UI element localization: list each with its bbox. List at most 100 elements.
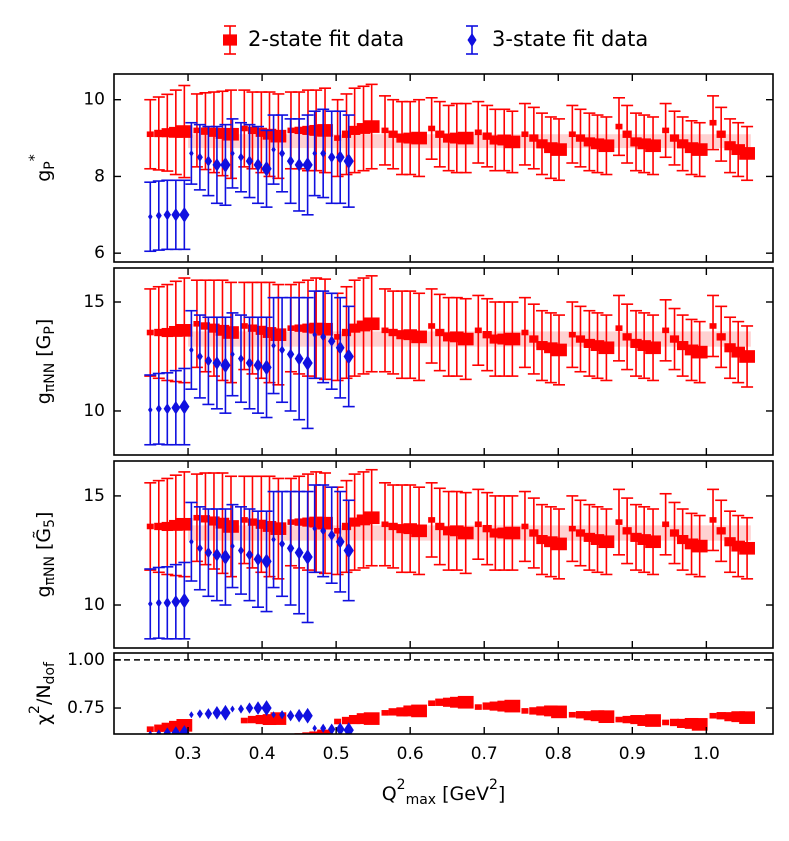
marker-square [302,732,314,734]
marker-square [676,139,689,149]
marker-diamond [279,148,286,159]
marker-square [575,711,586,719]
marker-diamond [286,155,295,167]
marker-diamond [237,152,244,162]
marker-square [637,715,651,726]
x-tick-label: 0.3 [175,744,202,764]
marker-square [348,125,361,135]
marker-diamond [302,355,313,371]
marker-square [676,341,689,351]
marker-diamond [302,707,313,724]
marker-diamond [163,597,172,609]
marker-square [223,733,239,734]
marker-diamond [271,342,276,350]
marker-diamond [204,355,213,367]
marker-square [709,119,717,126]
marker-square [348,517,361,527]
marker-square [615,519,623,525]
marker-square [262,714,277,726]
plot-area [144,83,755,253]
x-axis-label-part: [GeV [436,783,489,805]
y-axis-label: gP* [27,154,58,182]
marker-square [739,350,755,363]
marker-square [529,335,539,343]
marker-square [551,537,567,551]
marker-diamond [163,209,172,221]
marker-square [146,131,154,138]
marker-square [428,517,436,523]
marker-square [637,340,651,352]
marker-square [396,133,408,143]
marker-square [435,130,445,138]
marker-square [193,514,201,521]
y-axis-label-part: P [42,326,58,334]
marker-diamond [294,158,304,172]
marker-square [348,715,361,725]
y-axis-label: χ2/Ndof [27,661,58,725]
marker-square [662,327,670,334]
marker-square [255,715,268,725]
marker-square [709,517,717,523]
marker-square [590,534,605,545]
y-tick-label: 15 [83,292,105,312]
marker-square [590,710,605,722]
marker-square [240,125,248,132]
x-axis-label-part: Q [382,783,397,805]
marker-square [716,527,726,535]
y-axis-label-part: ] [33,512,55,519]
marker-square [724,712,736,722]
marker-square [255,519,268,529]
marker-square [544,342,558,354]
marker-square [215,517,230,529]
marker-square [161,722,174,732]
marker-diamond [204,155,213,167]
marker-diamond [212,158,222,172]
marker-square [691,539,708,553]
marker-square [662,127,670,134]
marker-diamond [343,153,354,169]
y-axis-label-part: g [33,170,55,182]
marker-square [215,324,230,336]
marker-square [615,325,623,331]
marker-diamond [212,706,222,720]
marker-square [154,129,164,138]
marker-square [739,541,755,555]
marker-square [474,327,482,334]
marker-diamond [261,160,272,177]
x-tick-label: 0.8 [545,744,572,764]
marker-square [169,519,183,531]
marker-diamond [312,724,317,732]
marker-square [356,123,371,134]
marker-diamond [230,542,235,550]
marker-square [255,127,268,137]
marker-square [200,322,211,330]
marker-diamond [467,33,477,47]
marker-square [489,135,502,145]
marker-diamond [312,525,317,533]
marker-diamond [294,708,304,723]
marker-square [583,137,596,147]
marker-square [739,711,755,724]
marker-square [240,323,248,329]
marker-square [551,343,567,357]
marker-square [200,127,211,135]
marker-diamond [171,594,181,609]
marker-diamond [271,146,276,154]
marker-square [146,329,154,336]
marker-square [356,713,371,725]
marker-square [154,328,164,337]
marker-square [497,333,512,345]
marker-square [363,511,380,525]
y-tick-label: 0.75 [67,698,105,718]
marker-diamond [320,332,327,342]
marker-diamond [204,546,213,559]
marker-square [529,529,539,537]
y-tick-label: 10 [83,90,105,110]
marker-diamond [196,543,203,553]
marker-square [388,328,398,337]
marker-square [201,737,210,744]
marker-square [255,325,268,335]
marker-diamond [343,348,354,365]
marker-diamond [271,711,276,719]
